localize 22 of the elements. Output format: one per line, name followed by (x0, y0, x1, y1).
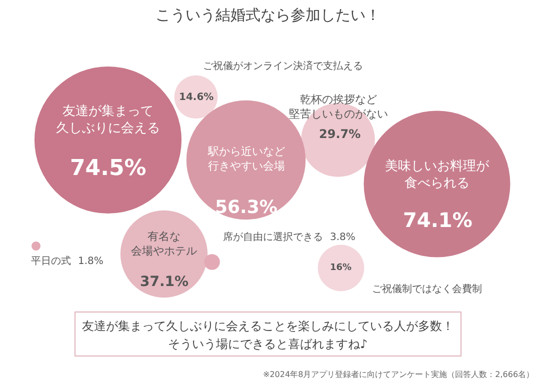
category-label: 駅から近いなど行きやすい会場 (207, 145, 285, 172)
data-label: 74.5% (70, 156, 146, 181)
category-label: 乾杯の挨拶など堅苦しいものがない (289, 93, 388, 120)
data-label: 37.1% (140, 274, 189, 290)
category-label: 有名な会場やホテル (131, 230, 197, 258)
data-label: 29.7% (319, 127, 361, 141)
text: こういう結婚式なら参加したい！ (156, 6, 380, 24)
data-label: 74.1% (403, 208, 472, 232)
text: ※2024年8月アプリ登録者に向けてアンケート実施（回答人数：2,666名） (263, 370, 534, 379)
category-label: 平日の式 (31, 255, 74, 267)
data-label: 1.8% (78, 256, 104, 267)
category-label: 美味しいお料理が食べられる (385, 158, 490, 191)
data-label: 14.6% (179, 92, 214, 103)
data-label: 56.3% (215, 197, 278, 218)
data-label: 3.8% (330, 232, 356, 243)
text: 友達が集まって久しぶりに会えることを楽しみにしている人が多数！ (82, 319, 454, 333)
category-label: 席が自由に選択できる (223, 231, 326, 243)
category-label: ご祝儀がオンライン決済で支払える (203, 60, 363, 72)
text: そういう場にできると喜ばれますね♪ (168, 337, 368, 351)
category-label: 友達が集まって久しぶりに会える (56, 104, 160, 136)
data-label: 16% (330, 263, 352, 273)
category-label: ご祝儀制ではなく会費制 (372, 283, 482, 295)
